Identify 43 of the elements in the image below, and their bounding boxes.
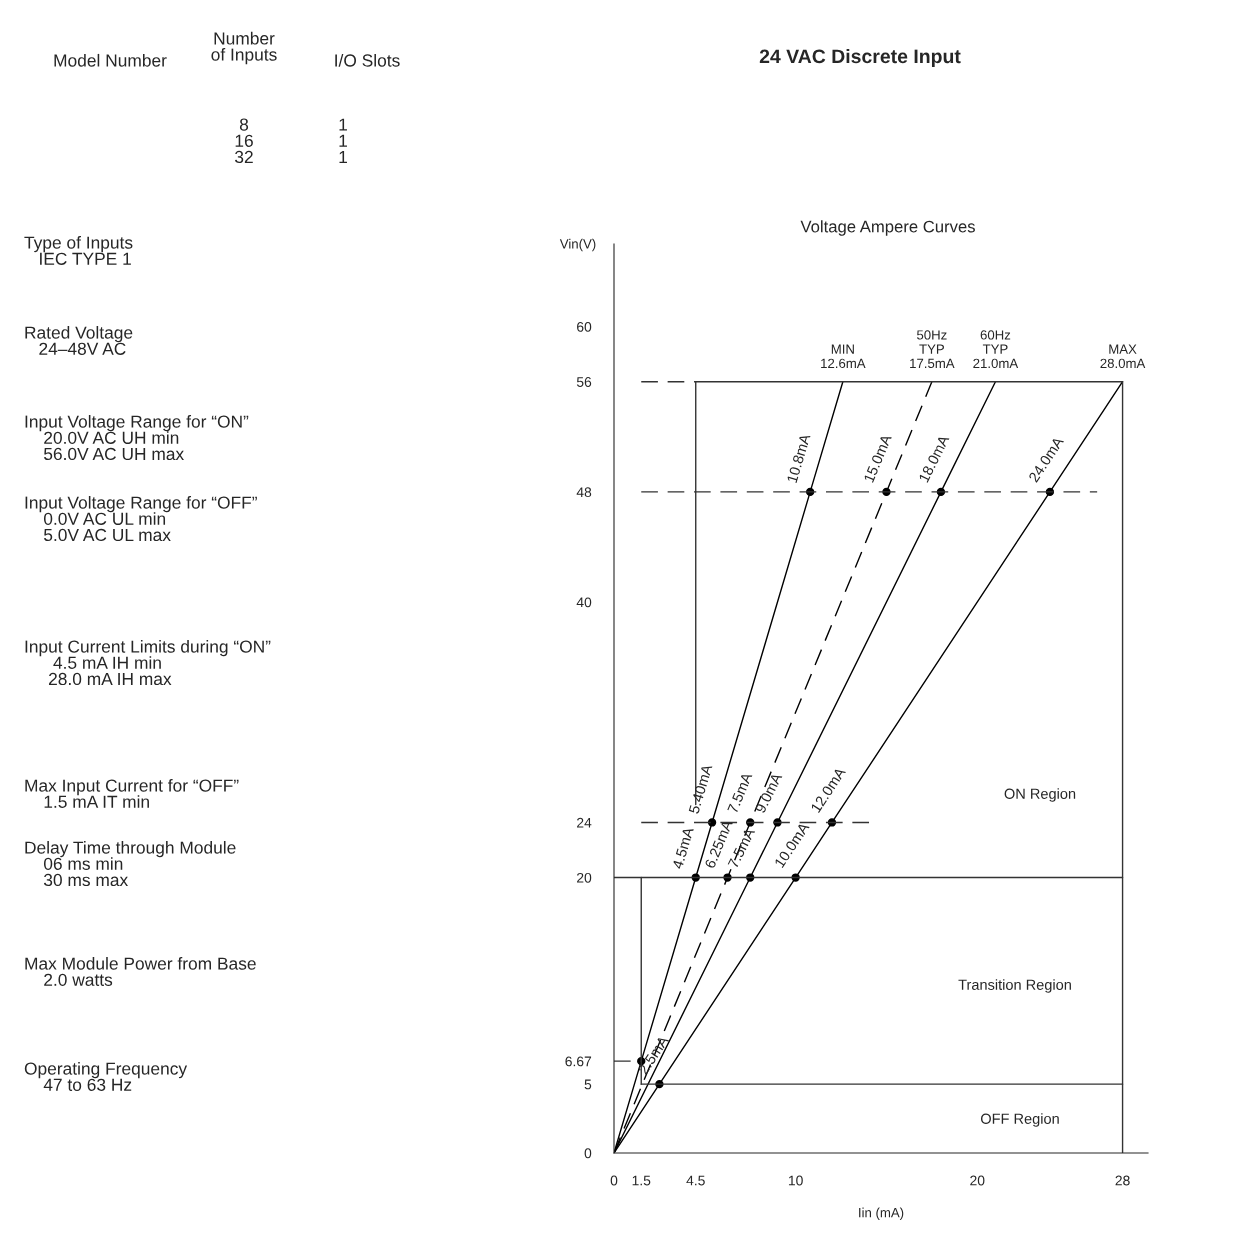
- text: 8 16 32: [235, 118, 253, 164]
- x-tick-label: 20: [970, 1175, 985, 1186]
- chart-title: 24 VAC Discrete Input: [759, 48, 961, 68]
- text: Type of Inputs IEC TYPE 1: [24, 236, 133, 265]
- text: Operating Frequency 47 to 63 Hz: [24, 1062, 188, 1091]
- y-tick-label: 48: [576, 487, 592, 498]
- text: Number of Inputs: [211, 31, 277, 65]
- x-axis-title: Iin (mA): [859, 1207, 904, 1220]
- series-label: MIN 12.6mA: [821, 344, 866, 369]
- y-tick-label: 6.67: [565, 1056, 592, 1067]
- x-tick-label: 4.5: [686, 1175, 705, 1186]
- x-tick-label: 28: [1115, 1175, 1130, 1186]
- text: Input Current Limits during “ON” 4.5 mA IH min 28.0 mA IH max: [25, 640, 271, 686]
- text: I/O Slots: [335, 53, 400, 67]
- y-tick-label: 0: [584, 1148, 592, 1159]
- text: Max Input Current for “OFF” 1.5 mA IT min: [25, 779, 239, 808]
- y-tick-label: 24: [577, 817, 592, 828]
- y-tick-label: 5: [584, 1079, 592, 1090]
- text: 1 1 1: [339, 118, 347, 163]
- y-tick-label: 56: [576, 377, 592, 387]
- series-label: MAX 28.0mA: [1100, 344, 1146, 369]
- text: Rated Voltage 24–48V AC: [25, 326, 133, 355]
- series-label: 50Hz TYP 17.5mA: [910, 330, 955, 369]
- y-tick-label: 40: [576, 597, 592, 608]
- annotation: ON Region: [1004, 788, 1076, 802]
- text: Input Voltage Range for “OFF” 0.0V AC UL min 5.0V AC UL max: [25, 496, 257, 542]
- annotation: 5.40mA: [688, 763, 713, 815]
- text: Delay Time through Module 06 ms min 30 ms max: [25, 841, 236, 887]
- x-tick-label: 0: [610, 1175, 618, 1186]
- chart-subtitle: Voltage Ampere Curves: [800, 220, 975, 236]
- x-tick-label: 10: [788, 1175, 803, 1186]
- annotation: OFF Region: [980, 1113, 1059, 1127]
- series-label: 60Hz TYP 21.0mA: [973, 330, 1019, 369]
- y-axis-title: Vin(V): [559, 238, 596, 252]
- text: Max Module Power from Base 2.0 watts: [25, 957, 256, 986]
- annotation: Transition Region: [958, 979, 1071, 993]
- text: Model Number: [54, 53, 167, 67]
- y-tick-label: 20: [577, 872, 592, 883]
- y-tick-label: 60: [577, 321, 592, 332]
- annotation: 10.8mA: [786, 433, 811, 484]
- text: Input Voltage Range for “ON” 20.0V AC UH min 56.0V AC UH max: [25, 415, 249, 461]
- x-tick-label: 1.5: [632, 1175, 651, 1186]
- annotation: 4.5mA: [672, 826, 694, 870]
